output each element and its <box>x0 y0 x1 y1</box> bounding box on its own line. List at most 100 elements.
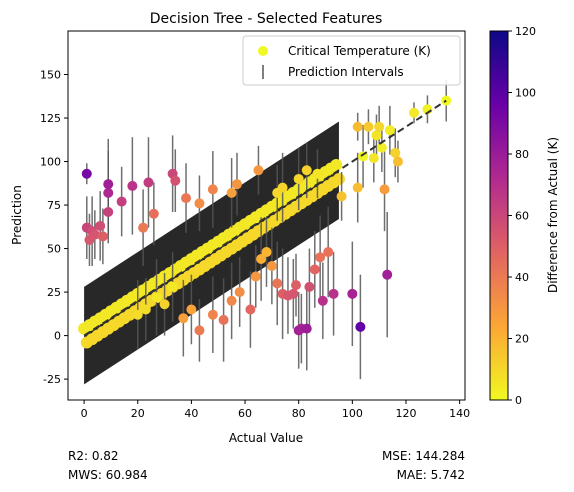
x-tick-label: 60 <box>238 407 252 420</box>
data-point <box>116 196 127 207</box>
x-axis-label: Actual Value <box>229 431 303 445</box>
legend-label-intervals: Prediction Intervals <box>288 65 404 79</box>
band-point <box>330 159 343 172</box>
reference-line <box>83 99 447 337</box>
y-tick-label: 150 <box>40 69 61 82</box>
y-tick-label: 125 <box>40 112 61 125</box>
colorbar-label: Difference from Actual (K) <box>546 137 560 293</box>
data-point <box>178 313 189 324</box>
prediction-interval-bars <box>86 79 447 380</box>
data-point <box>167 281 178 292</box>
data-point <box>231 179 242 190</box>
x-tick-label: 0 <box>81 407 88 420</box>
data-point <box>374 121 385 132</box>
x-tick-label: 120 <box>395 407 416 420</box>
band-point <box>332 172 345 185</box>
y-tick-label: 50 <box>47 243 61 256</box>
data-point <box>409 107 420 118</box>
data-point <box>309 264 320 275</box>
data-point <box>186 304 197 315</box>
data-point <box>315 252 326 263</box>
colorbar-tick-label: 0 <box>515 394 522 407</box>
data-point <box>379 184 390 195</box>
data-point <box>323 247 334 258</box>
y-tick-label: 0 <box>54 330 61 343</box>
data-point <box>312 168 323 179</box>
y-tick-label: 25 <box>47 286 61 299</box>
data-point <box>103 187 114 198</box>
data-point <box>253 165 264 176</box>
colorbar-tick-label: 120 <box>515 25 536 38</box>
y-tick-label: -25 <box>43 373 61 386</box>
data-point <box>194 325 205 336</box>
data-point <box>245 304 256 315</box>
x-tick-label: 40 <box>184 407 198 420</box>
data-point <box>347 288 358 299</box>
x-tick-label: 140 <box>449 407 470 420</box>
data-point <box>256 254 267 265</box>
x-tick-label: 80 <box>292 407 306 420</box>
data-point <box>355 321 366 332</box>
y-axis-ticks: -25 0 25 50 75 100 125 150 <box>40 69 68 386</box>
data-point <box>127 180 138 191</box>
colorbar-tick-label: 20 <box>515 333 529 346</box>
mse-stat: MSE: 144.284 <box>381 449 465 463</box>
data-point <box>132 309 143 320</box>
data-point <box>272 278 283 289</box>
data-point <box>181 193 192 204</box>
data-point <box>266 260 277 271</box>
data-point <box>291 280 302 291</box>
data-point <box>226 187 237 198</box>
x-tick-label: 100 <box>342 407 363 420</box>
colorbar-tick-label: 100 <box>515 87 536 100</box>
data-point <box>301 165 312 176</box>
data-point <box>390 147 401 158</box>
data-point <box>304 281 315 292</box>
data-point <box>194 198 205 209</box>
x-axis-ticks: 0 20 40 60 80 100 120 140 <box>81 400 470 420</box>
data-point <box>97 231 108 242</box>
data-point <box>151 292 162 303</box>
legend-label-points: Critical Temperature (K) <box>288 44 431 58</box>
legend: Critical Temperature (K) Prediction Inte… <box>242 35 461 86</box>
colorbar-tick-label: 60 <box>515 210 529 223</box>
data-point <box>336 191 347 202</box>
colorbar-ticks: 0 20 40 60 80 100 120 <box>508 25 536 407</box>
plot-area <box>78 79 452 385</box>
data-point <box>384 125 395 136</box>
data-point <box>376 142 387 153</box>
colorbar-tick-label: 80 <box>515 148 529 161</box>
data-point <box>371 130 382 141</box>
data-point <box>218 314 229 325</box>
r2-stat: R2: 0.82 <box>68 449 119 463</box>
data-point <box>140 304 151 315</box>
data-point <box>148 208 159 219</box>
data-point <box>226 295 237 306</box>
data-point <box>328 288 339 299</box>
y-tick-label: 100 <box>40 156 61 169</box>
colorbar: 0 20 40 60 80 100 120 Difference from Actual (… <box>489 25 560 407</box>
legend-box <box>242 35 461 86</box>
data-point <box>288 288 299 299</box>
mae-stat: MAE: 5.742 <box>396 468 465 482</box>
data-point <box>159 299 170 310</box>
data-point <box>103 179 114 190</box>
y-axis-label: Prediction <box>10 185 24 245</box>
chart-title: Decision Tree - Selected Features <box>150 11 383 27</box>
legend-marker-points <box>258 46 268 56</box>
colorbar-tick-label: 40 <box>515 271 529 284</box>
data-point <box>352 121 363 132</box>
data-point <box>170 175 181 186</box>
data-point <box>277 182 288 193</box>
data-point <box>207 184 218 195</box>
y-tick-label: 75 <box>47 199 61 212</box>
data-point <box>317 295 328 306</box>
data-point <box>363 121 374 132</box>
data-point <box>301 323 312 334</box>
data-point <box>293 173 304 184</box>
data-point <box>261 247 272 258</box>
data-point <box>81 168 92 179</box>
data-point <box>234 287 245 298</box>
interval-band <box>78 121 345 385</box>
